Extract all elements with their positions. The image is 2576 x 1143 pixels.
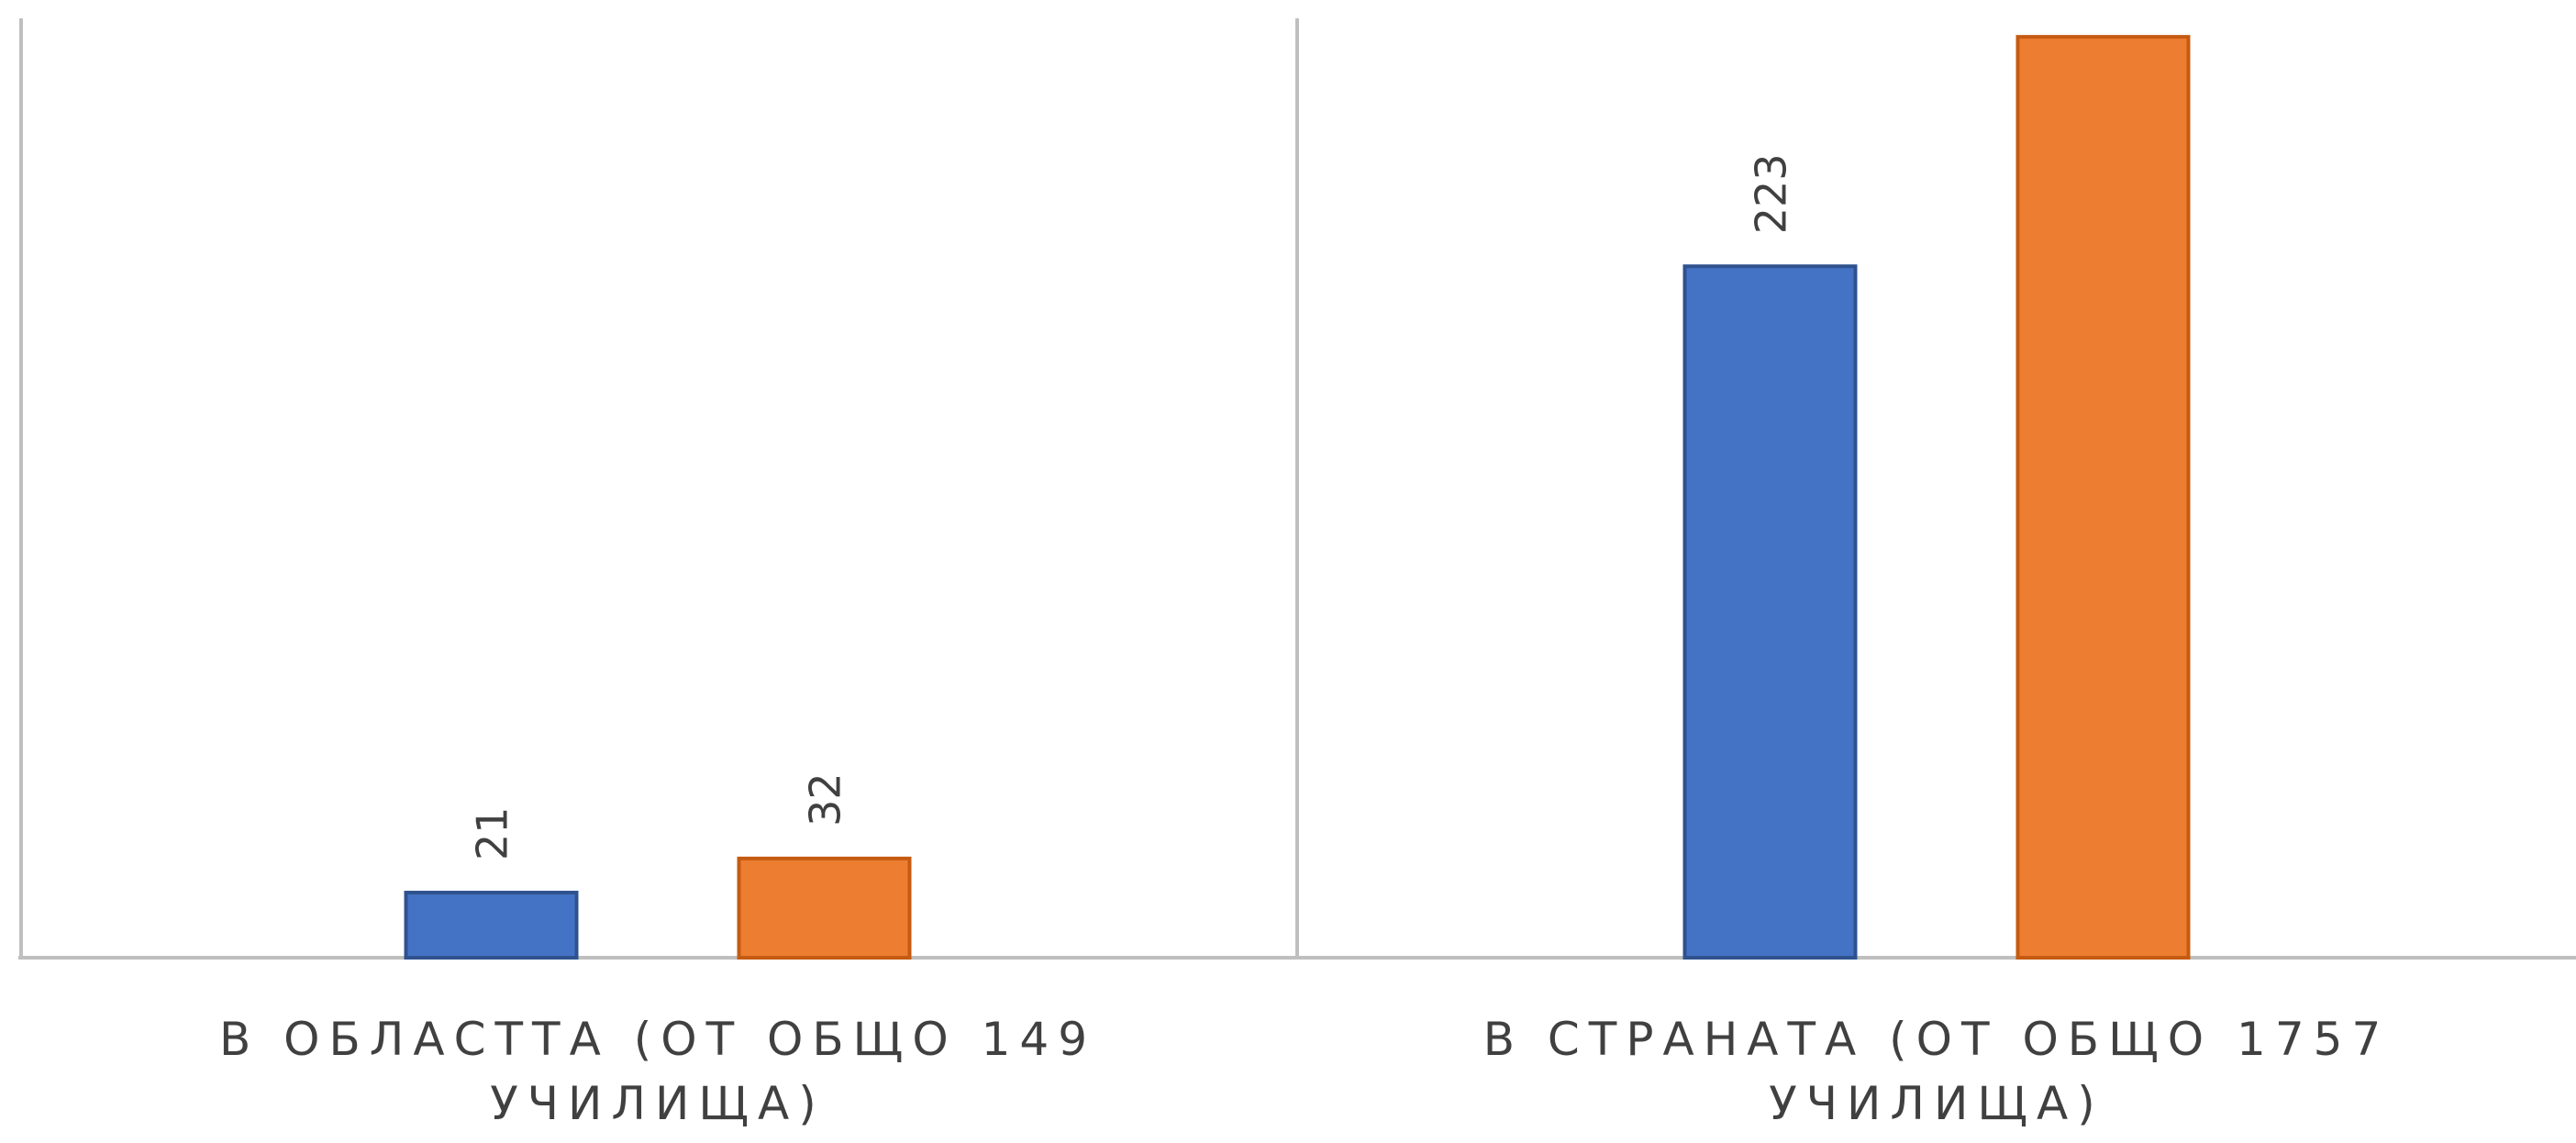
category-label: В ОБЛАСТТА (ОТ ОБЩО 149 [219, 1013, 1096, 1066]
data-label: 223 [1747, 153, 1796, 234]
data-label: 21 [468, 806, 517, 860]
data-labels-group: 21 32 223 [468, 153, 1796, 860]
data-label: 32 [801, 772, 850, 827]
category-labels-group: В ОБЛАСТТА (ОТ ОБЩО 149 УЧИЛИЩА) В СТРАНАТ… [219, 1013, 2391, 1130]
bar [404, 891, 579, 960]
category-label: УЧИЛИЩА) [490, 1077, 826, 1130]
bar [1682, 264, 1858, 960]
plot-axes [18, 18, 2576, 960]
bars-group [404, 35, 2191, 960]
category-label: УЧИЛИЩА) [1769, 1077, 2104, 1130]
bar [737, 856, 912, 960]
bar [2015, 35, 2191, 960]
category-label: В СТРАНАТА (ОТ ОБЩО 1757 [1483, 1013, 2391, 1066]
